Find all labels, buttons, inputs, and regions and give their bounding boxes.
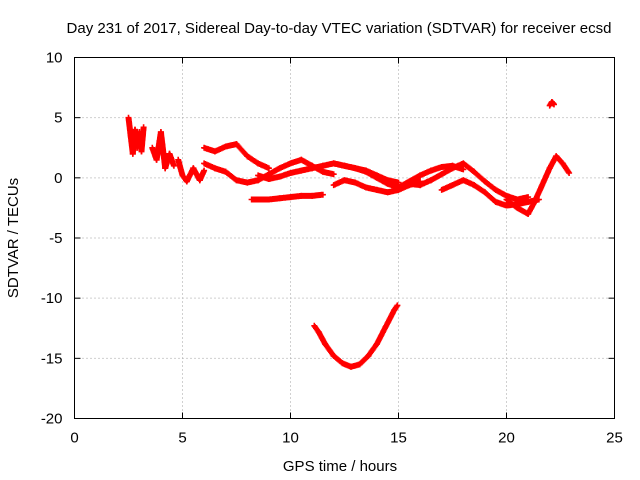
- x-tick-label: 25: [606, 430, 623, 447]
- x-tick-label: 15: [390, 430, 407, 447]
- x-tick-label: 5: [178, 430, 186, 447]
- data-point-segment: [559, 160, 573, 176]
- series-track-13: [546, 99, 557, 109]
- series-track-4: [201, 141, 272, 172]
- data-point-segment: [322, 340, 337, 359]
- data-point-segment: [481, 189, 499, 205]
- data-point-segment: [255, 160, 272, 172]
- series-track-3: [175, 156, 208, 185]
- data-point-segment: [481, 178, 499, 193]
- data-point-segment: [319, 168, 337, 178]
- data-point-segment: [391, 302, 401, 314]
- data-point-segment: [138, 124, 147, 155]
- series-track-12: [503, 153, 573, 217]
- grid: [74, 57, 615, 419]
- y-tick-label: -20: [41, 411, 63, 428]
- series-track-11: [438, 177, 542, 209]
- series-track-7: [248, 191, 326, 203]
- y-axis-label: SDTVAR / TECUs: [5, 178, 22, 298]
- x-tick-label: 20: [498, 430, 515, 447]
- x-tick-label: 10: [282, 430, 299, 447]
- data-point-segment: [233, 141, 251, 160]
- series-track-5: [201, 156, 337, 186]
- data-point-segment: [166, 150, 177, 169]
- series-track-2: [149, 129, 177, 172]
- y-tick-label: -5: [49, 230, 62, 247]
- data-point-segment: [384, 177, 402, 186]
- y-tick-label: 5: [54, 110, 62, 127]
- data-point-segment: [548, 99, 557, 108]
- data-point-segment: [309, 191, 326, 199]
- data-point-segment: [196, 167, 208, 184]
- data-point-segment: [365, 340, 380, 359]
- y-tick-label: 0: [54, 170, 62, 187]
- plot-frame: [74, 57, 615, 419]
- axis-ticks: 0 5 10 15 20 25 -20 -15 -10 -5 0 5 10: [41, 50, 623, 447]
- x-axis-label: GPS time / hours: [283, 458, 397, 475]
- y-tick-label: -15: [41, 350, 63, 367]
- data-series: [125, 99, 573, 370]
- data-point-segment: [471, 168, 488, 185]
- series-track-10: [406, 160, 532, 203]
- series-track-14: [311, 302, 401, 370]
- y-tick-label: -10: [41, 290, 63, 307]
- chart-title: Day 231 of 2017, Sidereal Day-to-day VTE…: [67, 20, 612, 37]
- series-track-1: [125, 114, 147, 157]
- y-tick-label: 10: [46, 50, 63, 67]
- data-point-segment: [514, 194, 532, 203]
- x-tick-label: 0: [70, 430, 78, 447]
- series-track-9: [330, 177, 424, 196]
- data-point-segment: [356, 352, 372, 368]
